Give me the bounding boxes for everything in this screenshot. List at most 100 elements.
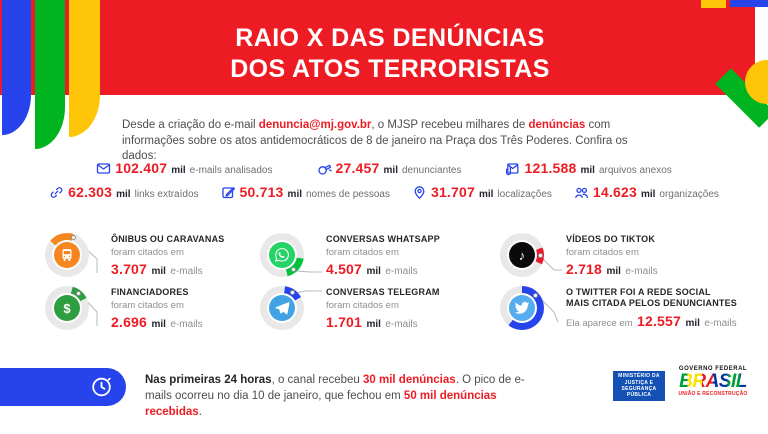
stat-label: denunciantes: [401, 165, 462, 176]
card-title: O TWITTER FOI A REDE SOCIAL: [566, 287, 711, 297]
card-subtitle: foram citados em: [326, 300, 399, 311]
stat-value: 50.713: [239, 184, 284, 200]
footer-text: .: [198, 406, 202, 418]
decor-stripe-green: [35, 0, 65, 149]
card-onibus-caravanas: ÔNIBUS OU CARAVANAS foram citados em 3.7…: [45, 231, 260, 284]
intro-text: com informações sobre os atos antidemocr…: [122, 119, 628, 162]
stat-localizacoes: 31.707 mil localizações: [412, 184, 552, 200]
callout-dot: [538, 252, 543, 258]
connector-line: [541, 257, 562, 271]
card-unit: mil: [685, 318, 700, 329]
stat-nomes-de-pessoas: 50.713 mil nomes de pessoas: [221, 184, 390, 200]
card-value: 2.696: [111, 314, 148, 330]
location-pin-icon: [414, 185, 425, 199]
callout-dot: [289, 290, 295, 295]
footer-text: , o canal recebeu: [271, 374, 363, 386]
uniao-reconstrucao-label: UNIÃO E RECONSTRUÇÃO: [678, 391, 748, 397]
card-title: CONVERSAS WHATSAPP: [326, 234, 440, 244]
connector-line: [537, 295, 559, 323]
callout-dot: [70, 235, 76, 241]
stat-label: arquivos anexos: [598, 165, 672, 176]
card-suffix: e-mails: [170, 266, 203, 277]
card-unit: mil: [151, 266, 166, 277]
stat-organizacoes: 14.623 mil organizações: [574, 184, 719, 200]
card-unit: mil: [366, 319, 381, 330]
card-whatsapp: CONVERSAS WHATSAPP foram citados em 4.50…: [260, 231, 500, 284]
dollar-icon: $: [54, 295, 80, 321]
tiktok-icon: ♪: [509, 242, 535, 268]
card-subtitle: foram citados em: [111, 300, 184, 311]
header-banner: [0, 0, 755, 95]
card-financiadores: $ FINANCIADORES foram citados em 2.696 m…: [45, 284, 260, 337]
edit-icon: [221, 186, 235, 198]
stat-value: 14.623: [592, 184, 637, 200]
clock-icon: [92, 377, 111, 397]
stats-row-1: 102.407 mil e-mails analisados 27.457 mi…: [40, 160, 728, 176]
card-suffix: e-mails: [704, 318, 737, 329]
denuncia-email: denuncia@mj.gov.br: [258, 119, 372, 131]
people-icon: [575, 187, 588, 198]
governo-federal-logo: GOVERNO FEDERAL BRASIL UNIÃO E RECONSTRU…: [673, 366, 753, 397]
link-icon: [50, 186, 63, 198]
stat-unit: mil: [287, 189, 302, 200]
cards-grid: ÔNIBUS OU CARAVANAS foram citados em 3.7…: [45, 231, 768, 337]
stat-unit: mil: [383, 165, 398, 176]
ministry-logo-line: JUSTIÇA E: [624, 379, 654, 386]
footer-text: . O pico de e-mails ocorreu no dia 10 de…: [145, 374, 525, 402]
ministry-logo-line: MINISTÉRIO DA: [618, 373, 660, 379]
card-suffix: e-mails: [385, 319, 418, 330]
card-subtitle: foram citados em: [566, 247, 639, 258]
intro-paragraph: Desde a criação do e-mail denuncia@mj.go…: [122, 118, 646, 165]
intro-text: , o MJSP recebeu milhares de: [371, 119, 529, 131]
card-prefix: Ela aparece em: [566, 318, 633, 329]
stat-emails-analisados: 102.407 mil e-mails analisados: [96, 160, 273, 176]
callout-dot: [76, 291, 82, 297]
decor-stripe-blue: [2, 0, 31, 135]
stat-unit: mil: [478, 189, 494, 200]
page-title: RAIO X DAS DENÚNCIAS DOS ATOS TERRORISTA…: [90, 23, 690, 85]
stat-links-extraidos: 62.303 mil links extraídos: [49, 184, 199, 200]
footer-bold: Nas primeiras 24 horas: [145, 374, 272, 386]
intro-text: Desde a criação do e-mail: [122, 119, 259, 131]
card-twitter: O TWITTER FOI A REDE SOCIAL MAIS CITADA …: [500, 284, 768, 337]
card-value: 12.557: [637, 313, 682, 329]
stat-value: 31.707: [430, 184, 475, 200]
connector-line: [295, 270, 322, 273]
stat-label: nomes de pessoas: [306, 189, 390, 200]
card-title: FINANCIADORES: [111, 287, 189, 297]
stat-arquivos-anexos: 121.588 mil arquivos anexos: [505, 160, 672, 176]
card-title: VÍDEOS DO TIKTOK: [566, 234, 656, 244]
stat-value: 27.457: [335, 160, 380, 176]
callout-dot: [291, 266, 297, 272]
card-value: 3.707: [111, 261, 148, 277]
stat-unit: mil: [580, 165, 595, 176]
card-title: CONVERSAS TELEGRAM: [326, 287, 440, 297]
ministry-logo-line: SEGURANÇA PÚBLICA: [621, 386, 657, 398]
stat-denunciantes: 27.457 mil denunciantes: [317, 160, 462, 176]
footer-highlight: 30 mil denúncias: [363, 374, 456, 386]
stat-value: 102.407: [115, 160, 168, 176]
decor-topright-yellow: [701, 0, 726, 8]
card-unit: mil: [151, 319, 166, 330]
card-suffix: e-mails: [385, 266, 418, 277]
decor-yellow-circle: [745, 60, 768, 104]
telegram-icon: [269, 295, 295, 321]
stat-unit: mil: [116, 189, 131, 200]
attachment-icon: [506, 162, 519, 175]
stat-value: 121.588: [524, 160, 577, 176]
brasil-wordmark: BRASIL: [673, 372, 753, 391]
card-value: 2.718: [566, 261, 603, 277]
stat-label: localizações: [497, 189, 552, 200]
clock-pill: [0, 368, 126, 406]
stat-unit: mil: [171, 165, 186, 176]
whatsapp-icon: [269, 242, 295, 268]
card-value: 4.507: [326, 261, 363, 277]
decor-topright-blue: [730, 0, 768, 7]
stat-label: organizações: [659, 189, 719, 200]
twitter-icon: [509, 295, 535, 321]
bus-icon: [54, 242, 80, 268]
card-tiktok: ♪ VÍDEOS DO TIKTOK foram citados em 2.71…: [500, 231, 768, 284]
title-line-2: DOS ATOS TERRORISTAS: [230, 55, 550, 83]
governo-federal-label: GOVERNO FEDERAL: [678, 366, 748, 372]
